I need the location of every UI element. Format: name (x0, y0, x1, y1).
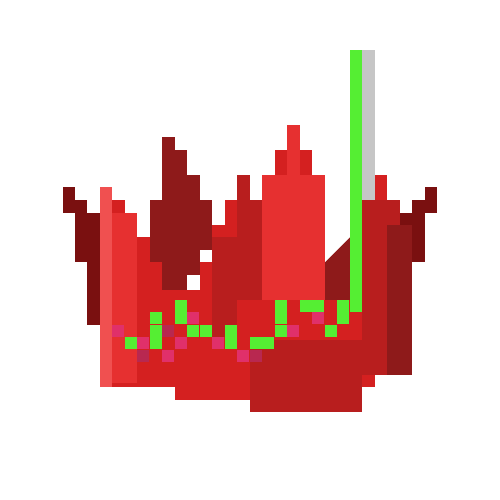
band-jewel (137, 350, 149, 362)
band-jewel (162, 325, 174, 337)
green-wand (350, 50, 375, 300)
wand-highlight (362, 50, 375, 200)
band-gem (337, 300, 349, 312)
band-gem (187, 325, 199, 337)
band-gem (312, 300, 324, 312)
band-gem (200, 325, 212, 337)
crown-lower-shadow (250, 340, 362, 412)
band-jewel (237, 350, 249, 362)
band-gem (300, 300, 312, 312)
crown-center-spike-face (262, 175, 325, 300)
band-gem (275, 312, 287, 324)
crown-center-shadow (212, 237, 237, 337)
band-gem (175, 300, 187, 312)
band-jewel (212, 337, 224, 349)
band-gem (125, 337, 137, 349)
band-jewel (162, 350, 174, 362)
band-gem (225, 337, 237, 349)
front-spike-center (237, 175, 262, 300)
band-gem (225, 325, 237, 337)
band-jewel (112, 325, 124, 337)
band-gem (150, 337, 162, 349)
band-jewel (187, 312, 199, 324)
band-gem (175, 312, 187, 324)
crown-center-spike-tip (287, 125, 300, 175)
wand-stick (350, 50, 362, 300)
crown-right-shadow (387, 225, 412, 375)
crown-left-face (112, 213, 137, 383)
band-jewel (250, 350, 262, 362)
band-gem (150, 325, 162, 337)
band-gem (337, 312, 349, 324)
band-jewel (175, 337, 187, 349)
crown-left-edge (100, 187, 112, 387)
back-spike-center-left (150, 137, 212, 290)
band-jewel (312, 312, 324, 324)
band-gem (275, 300, 287, 312)
band-gem (150, 312, 162, 324)
crown-band (112, 300, 362, 362)
band-jewel (137, 337, 149, 349)
band-gem (350, 300, 362, 312)
band-gem (250, 337, 262, 349)
band-gem (275, 325, 287, 337)
band-gem (325, 325, 337, 337)
back-spike-left (63, 187, 100, 325)
band-gem (262, 337, 274, 349)
band-jewel (287, 325, 299, 337)
